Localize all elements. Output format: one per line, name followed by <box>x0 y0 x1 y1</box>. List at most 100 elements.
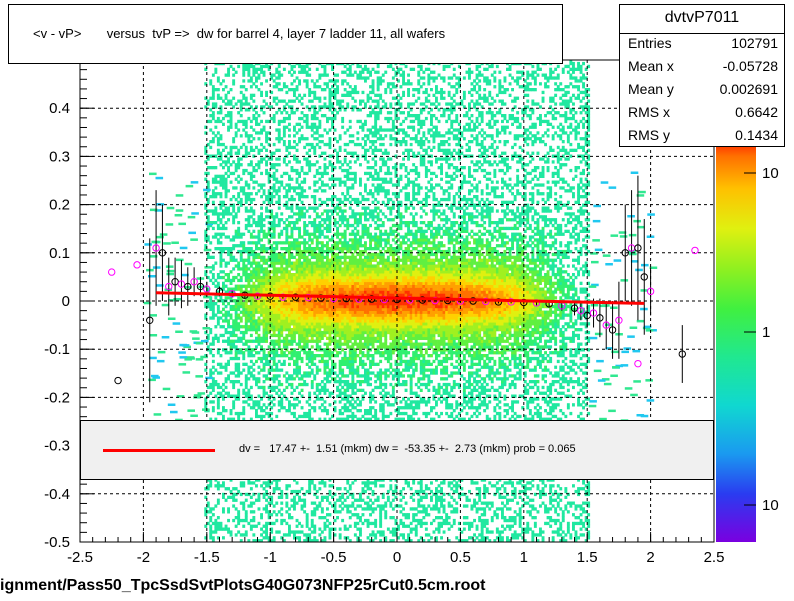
heatmap-cell <box>331 244 334 248</box>
heatmap-cell <box>293 530 296 534</box>
heatmap-cell <box>356 521 360 526</box>
heatmap-cell <box>295 536 299 540</box>
heatmap-cell <box>280 174 284 178</box>
heatmap-cell <box>293 336 296 340</box>
heatmap-cell <box>341 417 345 421</box>
heatmap-cell <box>300 252 304 257</box>
heatmap-cell <box>260 171 263 176</box>
heatmap-cell <box>214 527 218 531</box>
heatmap-cell <box>285 241 289 245</box>
heatmap-cell <box>260 336 263 340</box>
heatmap-cell <box>338 302 342 306</box>
heatmap-cell <box>359 73 362 77</box>
heatmap-cell <box>270 258 274 262</box>
heatmap-cell <box>227 125 230 129</box>
heatmap-cell <box>252 99 256 103</box>
heatmap-cell <box>320 174 324 178</box>
heatmap-cell <box>323 365 327 369</box>
heatmap-cell <box>234 70 238 74</box>
heatmap-cell <box>275 96 279 100</box>
heatmap-cell <box>288 140 291 144</box>
heatmap-cell <box>313 391 317 395</box>
heatmap-cell <box>211 377 215 381</box>
heatmap-cell <box>361 304 365 309</box>
heatmap-cell <box>353 310 357 314</box>
heatmap-cell <box>204 403 208 407</box>
heatmap-cell <box>356 278 360 283</box>
heatmap-cell <box>290 290 294 294</box>
heatmap-cell <box>270 411 274 416</box>
heatmap-cell <box>310 114 314 118</box>
heatmap-cell <box>237 513 241 517</box>
heatmap-cell <box>209 478 213 482</box>
heatmap-cell <box>331 125 334 129</box>
heatmap-cell <box>219 484 223 488</box>
heatmap-cell <box>320 267 324 271</box>
heatmap-cell <box>209 119 213 124</box>
heatmap-cell <box>232 209 236 213</box>
heatmap-cell <box>338 325 342 329</box>
heatmap-cell <box>318 73 322 77</box>
heatmap-cell <box>244 249 248 254</box>
heatmap-cell <box>262 73 266 77</box>
heatmap-cell <box>361 414 365 419</box>
heatmap-cell <box>295 218 299 222</box>
heatmap-cell <box>328 177 332 181</box>
heatmap-cell <box>227 212 230 216</box>
heatmap-cell <box>295 481 299 485</box>
heatmap-cell <box>239 325 243 329</box>
heatmap-cell <box>326 380 329 384</box>
heatmap-cell <box>351 368 355 372</box>
heatmap-cell <box>277 223 281 228</box>
heatmap-cell <box>326 226 329 231</box>
heatmap-cell <box>204 487 208 491</box>
heatmap-cell <box>216 247 220 251</box>
heatmap-cell <box>267 411 271 416</box>
heatmap-cell <box>346 128 350 132</box>
heatmap-cell <box>285 171 289 176</box>
heatmap-cell <box>234 166 238 170</box>
heatmap-cell <box>298 206 301 210</box>
heatmap-cell <box>353 313 357 317</box>
heatmap-cell <box>219 192 223 196</box>
heatmap-cell <box>270 249 274 254</box>
heatmap-cell <box>257 148 261 152</box>
heatmap-cell <box>331 316 334 320</box>
heatmap-cell <box>328 247 332 251</box>
heatmap-cell <box>315 206 319 210</box>
heatmap-cell <box>343 209 347 213</box>
heatmap-cell <box>265 302 268 306</box>
heatmap-cell <box>348 171 352 176</box>
heatmap-cell <box>224 310 228 314</box>
heatmap-cell <box>267 516 271 520</box>
heatmap-cell <box>323 319 327 323</box>
heatmap-cell <box>275 290 279 294</box>
heatmap-cell <box>333 504 337 508</box>
heatmap-cell <box>331 527 334 531</box>
heatmap-cell <box>336 388 339 392</box>
heatmap-cell <box>224 380 228 384</box>
heatmap-cell <box>290 82 294 86</box>
heatmap-cell <box>333 73 337 77</box>
heatmap-cell <box>359 249 362 254</box>
heatmap-cell <box>318 270 322 274</box>
heatmap-cell <box>331 322 334 326</box>
heatmap-cell <box>305 232 309 236</box>
heatmap-cell <box>237 411 241 416</box>
heatmap-cell <box>288 70 291 74</box>
heatmap-cell <box>303 145 307 150</box>
heatmap-cell <box>305 322 309 326</box>
heatmap-cell <box>280 111 284 115</box>
heatmap-cell <box>237 64 241 69</box>
heatmap-cell <box>288 244 291 248</box>
heatmap-cell <box>315 304 319 309</box>
heatmap-cell <box>300 134 304 138</box>
heatmap-cell <box>323 284 327 288</box>
heatmap-cell <box>275 391 279 395</box>
heatmap-cell <box>328 339 332 343</box>
heatmap-cell <box>216 192 220 196</box>
heatmap-cell <box>326 507 329 511</box>
heatmap-cell <box>282 267 286 271</box>
heatmap-cell <box>239 249 243 254</box>
heatmap-cell <box>315 333 319 338</box>
